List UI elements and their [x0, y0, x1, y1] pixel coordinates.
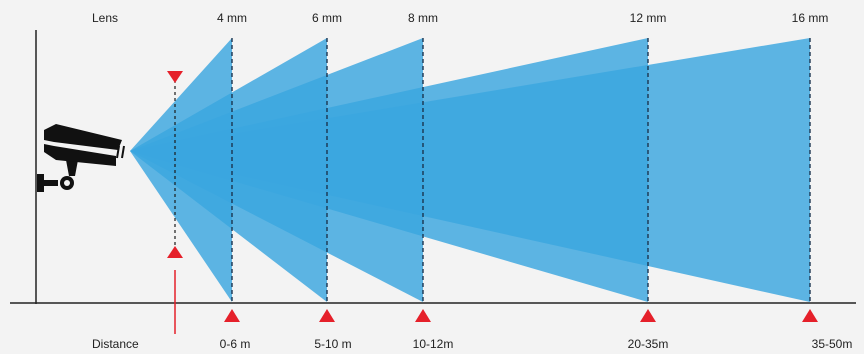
distance-label-12mm: 20-35m — [628, 337, 669, 351]
lens-label-12mm: 12 mm — [630, 11, 667, 25]
distance-markers — [224, 309, 818, 322]
triangle-marker-icon — [167, 246, 183, 258]
lens-label-4mm: 4 mm — [217, 11, 247, 25]
lens-label-6mm: 6 mm — [312, 11, 342, 25]
range-lines — [231, 38, 811, 302]
triangle-marker-icon — [319, 309, 335, 322]
triangle-marker-icon — [640, 309, 656, 322]
beam-group — [130, 38, 810, 302]
triangle-marker-icon — [415, 309, 431, 322]
distance-label-6mm: 5-10 m — [314, 337, 351, 351]
distance-footer-label: Distance — [92, 337, 139, 351]
lens-label-8mm: 8 mm — [408, 11, 438, 25]
cctv-camera-icon — [37, 124, 125, 192]
distance-label-4mm: 0-6 m — [220, 337, 251, 351]
triangle-marker-icon — [167, 71, 183, 83]
distance-label-16mm: 35-50m — [812, 337, 853, 351]
lens-label-16mm: 16 mm — [792, 11, 829, 25]
lens-header-label: Lens — [92, 11, 118, 25]
min-distance-marker — [167, 71, 183, 334]
distance-label-8mm: 10-12m — [413, 337, 454, 351]
beam-4mm — [130, 38, 232, 302]
triangle-marker-icon — [802, 309, 818, 322]
triangle-marker-icon — [224, 309, 240, 322]
